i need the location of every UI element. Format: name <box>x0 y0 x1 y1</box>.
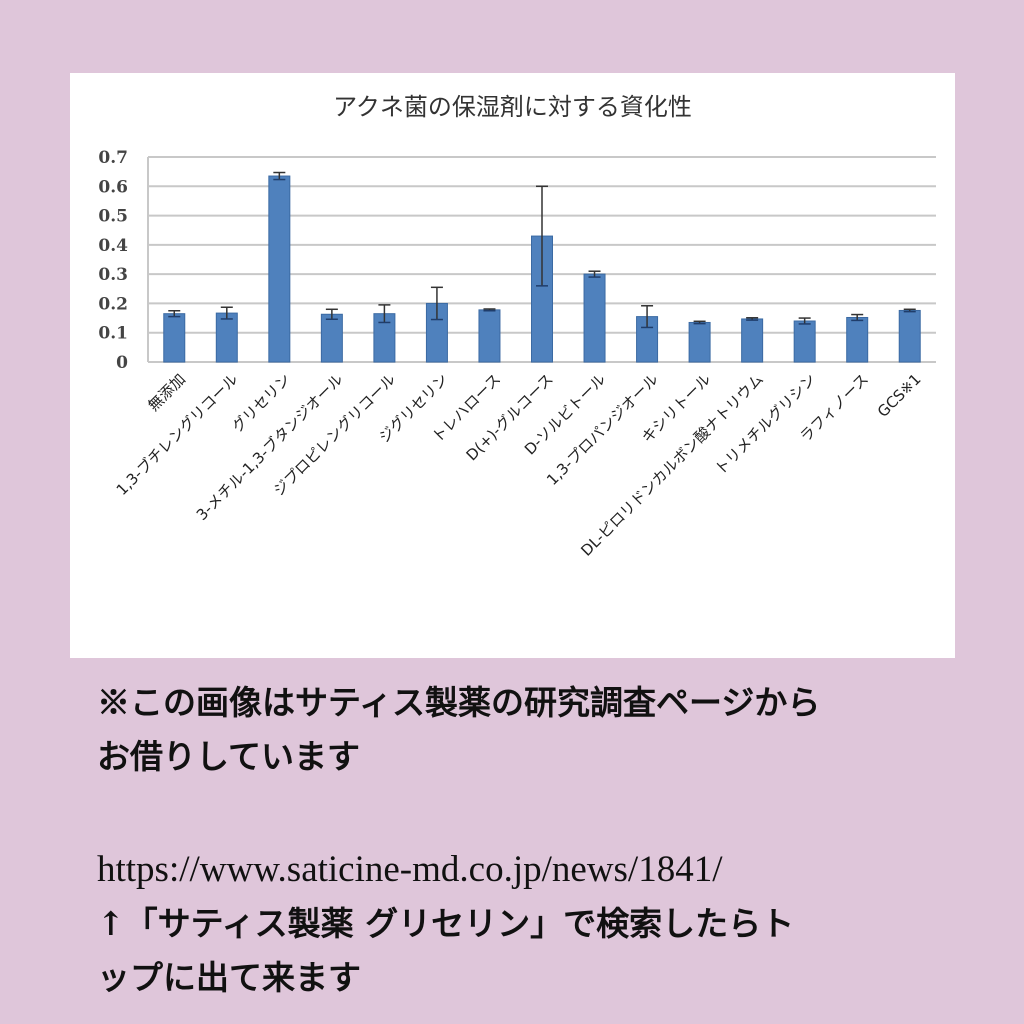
x-tick-label: トリメチルグリシン <box>711 370 819 478</box>
y-tick-label: 0.1 <box>98 324 128 344</box>
x-tick-label: GCS※1 <box>874 370 925 421</box>
chart-title: アクネ菌の保湿剤に対する資化性 <box>333 93 692 121</box>
bar <box>583 273 606 363</box>
source-url[interactable]: https://www.saticine-md.co.jp/news/1841/ <box>97 849 723 890</box>
y-tick-label: 0.3 <box>98 265 128 285</box>
caption-line-2: お借りしています <box>97 737 361 776</box>
y-tick-label: 0.4 <box>98 236 128 256</box>
bar-chart: 00.10.20.30.40.50.60.7無添加1,3-ブチレングリコールグリ… <box>98 148 936 560</box>
caption-line-3: ↑「サティス製薬 グリセリン」で検索したらト <box>97 904 795 943</box>
caption-line-1: ※この画像はサティス製薬の研究調査ページから <box>97 683 821 722</box>
y-tick-label: 0 <box>116 353 128 373</box>
y-tick-label: 0.5 <box>98 207 128 227</box>
bar <box>163 313 186 363</box>
bar <box>846 316 869 363</box>
bar <box>741 318 764 363</box>
bar <box>898 309 921 363</box>
caption-line-4: ップに出て来ます <box>97 958 361 997</box>
bar <box>268 175 291 363</box>
y-tick-label: 0.7 <box>98 148 128 168</box>
source-link-text: https://www.saticine-md.co.jp/news/1841/… <box>97 843 957 1005</box>
bar <box>478 309 501 363</box>
y-tick-label: 0.2 <box>98 294 128 314</box>
bar <box>215 312 238 363</box>
bar <box>793 320 816 363</box>
bar <box>688 321 711 363</box>
x-tick-label: 無添加 <box>145 370 190 415</box>
chart-card: アクネ菌の保湿剤に対する資化性 0 0.1 0.2 0.3 0.4 0.5 0.6 0.7 無添… <box>70 73 955 658</box>
y-tick-label: 0.6 <box>98 177 128 197</box>
source-credit-text: ※この画像はサティス製薬の研究調査ページから お借りしています <box>97 676 957 784</box>
bar <box>320 313 343 363</box>
